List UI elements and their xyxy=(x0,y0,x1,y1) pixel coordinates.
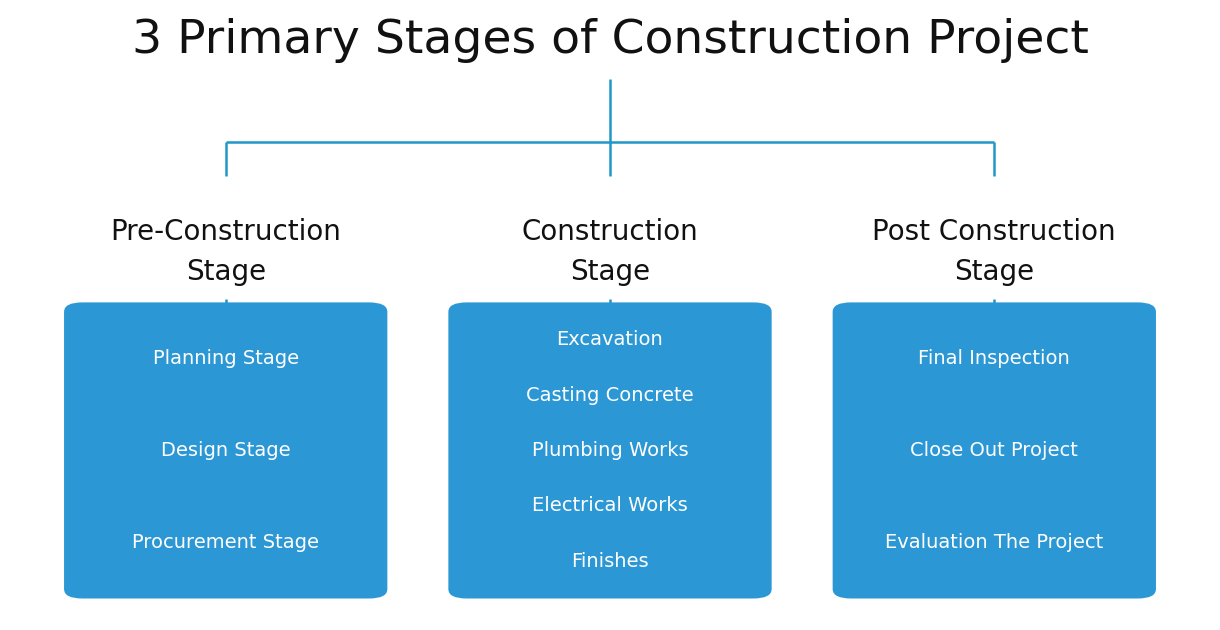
Text: Finishes: Finishes xyxy=(571,552,649,571)
FancyBboxPatch shape xyxy=(65,302,388,598)
Text: Construction
Stage: Construction Stage xyxy=(522,219,698,285)
Text: Procurement Stage: Procurement Stage xyxy=(132,534,320,553)
Text: Electrical Works: Electrical Works xyxy=(532,496,688,515)
Text: 3 Primary Stages of Construction Project: 3 Primary Stages of Construction Project xyxy=(132,18,1088,64)
Text: Design Stage: Design Stage xyxy=(161,441,290,460)
Text: Excavation: Excavation xyxy=(556,330,664,349)
Text: Pre-Construction
Stage: Pre-Construction Stage xyxy=(110,219,342,285)
Text: Final Inspection: Final Inspection xyxy=(919,348,1070,367)
Text: Post Construction
Stage: Post Construction Stage xyxy=(872,219,1116,285)
Text: Plumbing Works: Plumbing Works xyxy=(532,441,688,460)
FancyBboxPatch shape xyxy=(832,302,1157,598)
Text: Casting Concrete: Casting Concrete xyxy=(526,386,694,404)
FancyBboxPatch shape xyxy=(449,302,772,598)
Text: Planning Stage: Planning Stage xyxy=(152,348,299,367)
Text: Evaluation The Project: Evaluation The Project xyxy=(886,534,1103,553)
Text: Close Out Project: Close Out Project xyxy=(910,441,1078,460)
